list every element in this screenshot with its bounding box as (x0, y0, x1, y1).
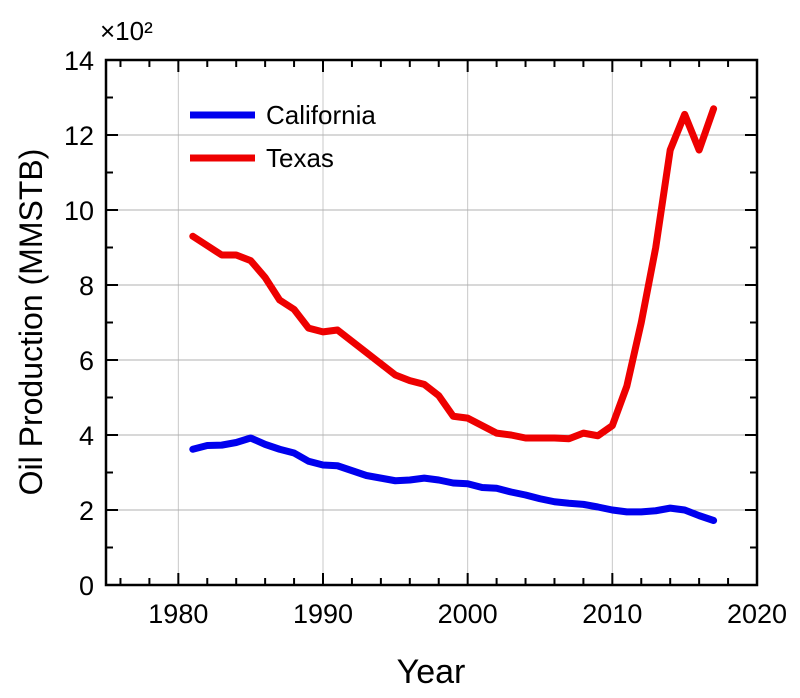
series-line-texas (189, 105, 718, 443)
y-tick-label: 10 (64, 196, 94, 226)
legend: California Texas (190, 100, 376, 173)
y-tick-label: 0 (79, 571, 94, 601)
y-tick-label: 2 (79, 496, 94, 526)
x-tick-label: 1990 (293, 599, 353, 629)
y-multiplier-label: ×10² (100, 16, 153, 46)
y-tick-label: 4 (79, 421, 94, 451)
y-tick-label: 8 (79, 271, 94, 301)
axis-ticks (106, 60, 757, 585)
x-tick-label: 1980 (148, 599, 208, 629)
legend-label-california: California (266, 100, 376, 130)
y-tick-label: 12 (64, 121, 94, 151)
legend-label-texas: Texas (266, 143, 334, 173)
y-tick-labels: 0 2 4 6 8 10 12 14 (64, 46, 94, 601)
x-tick-label: 2000 (438, 599, 498, 629)
plot-frame (104, 58, 759, 587)
x-axis-label: Year (397, 653, 466, 691)
y-tick-label: 6 (79, 346, 94, 376)
series-lines (189, 105, 718, 524)
x-tick-labels: 1980 1990 2000 2010 2020 (148, 599, 787, 629)
y-tick-label: 14 (64, 46, 94, 76)
grid (106, 60, 757, 585)
x-tick-label: 2020 (727, 599, 787, 629)
series-line-california (189, 434, 718, 524)
y-axis-label: Oil Production (MMSTB) (13, 149, 49, 496)
x-tick-label: 2010 (582, 599, 642, 629)
